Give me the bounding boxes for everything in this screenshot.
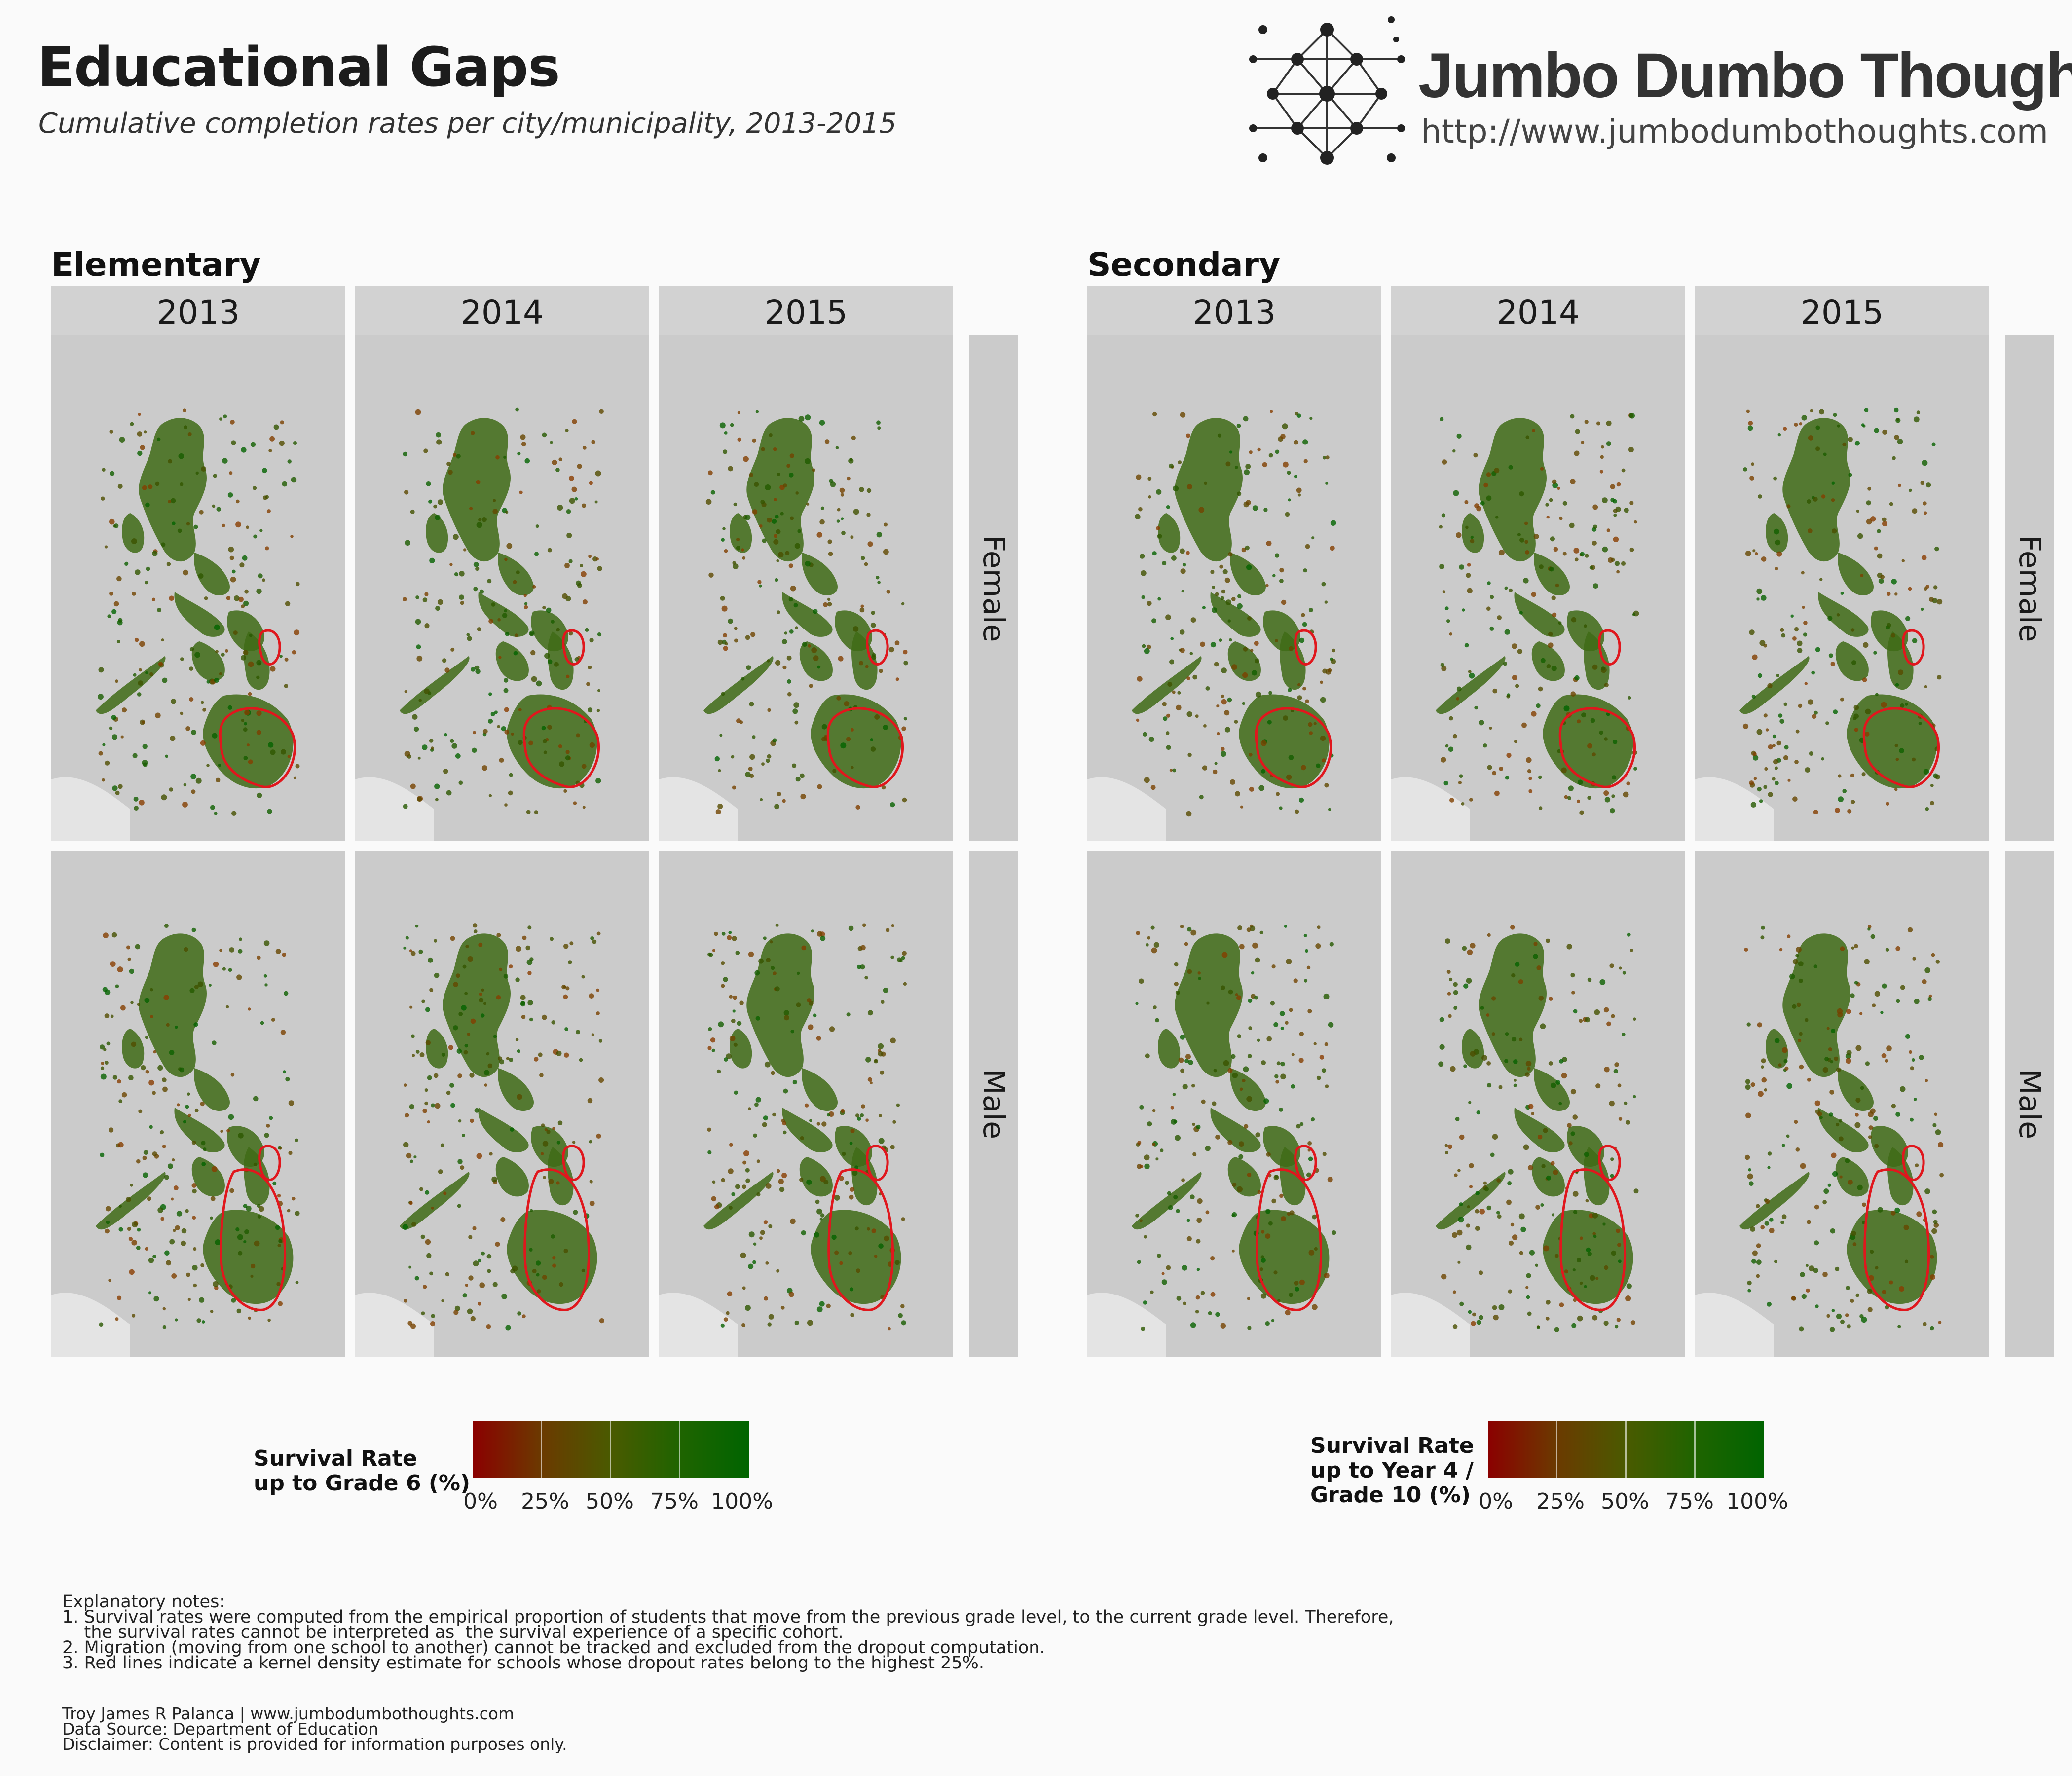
scale-tick-label: 25% [521, 1489, 569, 1514]
map-male-2015 [1695, 851, 1989, 1357]
map-male-2014 [1391, 851, 1685, 1357]
logo-brand-name: Jumbo Dumbo Thoughts [1418, 40, 2072, 111]
credits-author: Troy James R Palanca | www.jumbodumbotho… [62, 1704, 515, 1723]
scale-tick [610, 1421, 611, 1478]
philippines-map [355, 851, 649, 1357]
legend-title-line: Survival Rate [254, 1446, 417, 1471]
scale-tick [679, 1421, 680, 1478]
legend-title: Survival Rate up to Grade 6 (%) [254, 1446, 470, 1496]
scale-tick-label: 0% [1479, 1489, 1513, 1514]
philippines-map [659, 335, 953, 841]
explanatory-notes: Explanatory notes: 1. Survival rates were… [62, 1592, 1394, 1673]
map-female-2015 [659, 335, 953, 841]
section-title-elementary: Elementary [51, 246, 261, 284]
philippines-map [659, 851, 953, 1357]
notes-line: the survival rates cannot be interpreted… [62, 1623, 844, 1642]
year-strip-2014: 2014 [355, 286, 649, 335]
row-label-female: Female [2005, 335, 2054, 841]
legend-secondary: Survival Rate up to Year 4 / Grade 10 (%… [1310, 1421, 1853, 1529]
page-title: Educational Gaps [37, 36, 560, 99]
logo: Jumbo Dumbo Thoughts http://www.jumbodum… [1243, 10, 2072, 173]
notes-line: 1. Survival rates were computed from the… [62, 1607, 1394, 1627]
color-scale-bar [473, 1421, 749, 1478]
legend-title-line: up to Grade 6 (%) [254, 1471, 471, 1496]
network-graph-icon [1249, 16, 1405, 165]
year-strip-2013: 2013 [51, 286, 345, 335]
row-label-text: Male [976, 1069, 1011, 1139]
credits: Troy James R Palanca | www.jumbodumbotho… [62, 1704, 567, 1754]
legend-title-line: Survival Rate [1310, 1433, 1474, 1458]
philippines-map [1695, 851, 1989, 1357]
scale-tick [1625, 1421, 1627, 1478]
secondary-panel-group: 2013 2014 2015 Female Male [1087, 286, 2054, 1362]
year-strip-2015: 2015 [1695, 286, 1989, 335]
scale-tick [1556, 1421, 1557, 1478]
philippines-map [1695, 335, 1989, 841]
notes-line: 3. Red lines indicate a kernel density e… [62, 1653, 985, 1673]
philippines-map [355, 335, 649, 841]
philippines-map [51, 851, 345, 1357]
row-label-male: Male [969, 851, 1018, 1357]
year-strip-2015: 2015 [659, 286, 953, 335]
page-subtitle: Cumulative completion rates per city/mun… [38, 108, 897, 140]
scale-tick-label: 100% [1726, 1489, 1788, 1514]
notes-heading: Explanatory notes: [62, 1592, 225, 1612]
philippines-map [51, 335, 345, 841]
legend-title-line: Grade 10 (%) [1310, 1482, 1471, 1508]
map-female-2015 [1695, 335, 1989, 841]
legend-elementary: Survival Rate up to Grade 6 (%) 0% 25% 5… [252, 1421, 794, 1529]
section-title-secondary: Secondary [1087, 246, 1281, 284]
scale-tick-label: 75% [650, 1489, 699, 1514]
elementary-panel-group: 2013 2014 2015 Female Male [51, 286, 1018, 1362]
notes-line: 2. Migration (moving from one school to … [62, 1638, 1045, 1658]
row-label-text: Female [2012, 535, 2047, 642]
row-label-male: Male [2005, 851, 2054, 1357]
map-male-2013 [1087, 851, 1381, 1357]
row-label-female: Female [969, 335, 1018, 841]
legend-title: Survival Rate up to Year 4 / Grade 10 (%… [1310, 1434, 1474, 1508]
scale-tick [541, 1421, 542, 1478]
legend-title-line: up to Year 4 / [1310, 1458, 1474, 1483]
scale-tick-label: 75% [1665, 1489, 1714, 1514]
scale-tick-label: 50% [1601, 1489, 1649, 1514]
scale-tick-label: 0% [463, 1489, 498, 1514]
philippines-map [1087, 851, 1381, 1357]
map-female-2014 [1391, 335, 1685, 841]
scale-tick-label: 100% [711, 1489, 773, 1514]
map-female-2013 [1087, 335, 1381, 841]
map-female-2014 [355, 335, 649, 841]
map-male-2015 [659, 851, 953, 1357]
map-male-2014 [355, 851, 649, 1357]
scale-tick [1694, 1421, 1696, 1478]
philippines-map [1087, 335, 1381, 841]
credits-disclaimer: Disclaimer: Content is provided for info… [62, 1735, 567, 1754]
logo-url: http://www.jumbodumbothoughts.com [1421, 112, 2048, 150]
row-label-text: Male [2012, 1069, 2047, 1139]
year-strip-2014: 2014 [1391, 286, 1685, 335]
philippines-map [1391, 335, 1685, 841]
scale-tick-label: 25% [1536, 1489, 1585, 1514]
map-male-2013 [51, 851, 345, 1357]
philippines-map [1391, 851, 1685, 1357]
map-female-2013 [51, 335, 345, 841]
row-label-text: Female [976, 535, 1011, 642]
scale-tick-label: 50% [586, 1489, 634, 1514]
color-scale-bar [1488, 1421, 1764, 1478]
credits-source: Data Source: Department of Education [62, 1719, 379, 1739]
year-strip-2013: 2013 [1087, 286, 1381, 335]
